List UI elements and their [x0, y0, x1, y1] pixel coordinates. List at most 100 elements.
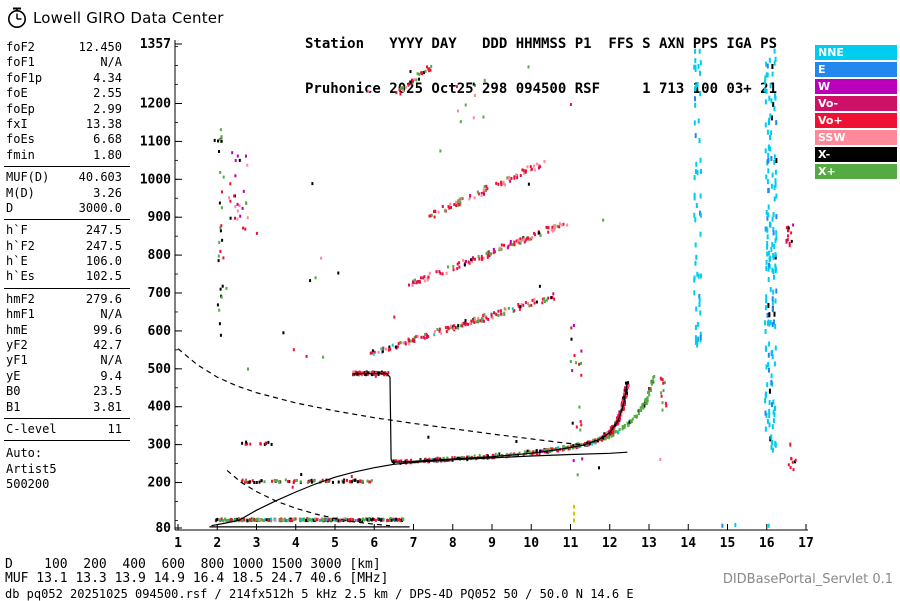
servlet-version: DIDBasePortal_Servlet 0.1 — [722, 572, 893, 587]
svg-text:5: 5 — [331, 536, 339, 551]
parameter-value: 3.26 — [93, 185, 122, 200]
legend-item-vo: Vo- — [815, 96, 897, 111]
parameter-value: N/A — [100, 353, 122, 368]
clock-icon — [8, 7, 26, 28]
parameter-value: 2.99 — [93, 101, 122, 116]
legend-item-x: X+ — [815, 164, 897, 179]
parameter-row-b0: B0 23.5 — [4, 384, 124, 399]
svg-text:900: 900 — [148, 210, 172, 225]
svg-text:600: 600 — [148, 324, 172, 339]
svg-text:9: 9 — [488, 536, 496, 551]
parameter-value: 4.34 — [93, 70, 122, 85]
parameter-value: 2.55 — [93, 86, 122, 101]
echo-group-cluster-upper-left — [228, 151, 249, 231]
echo-group-oblique-stripe-550 — [369, 292, 556, 356]
parameter-row-fmin: fmin 1.80 — [4, 148, 124, 163]
svg-text:17: 17 — [798, 536, 814, 551]
parameter-value: 40.603 — [78, 170, 122, 185]
station-header-values: Pruhonice 2025 Oct25 298 094500 RSF 1 71… — [305, 81, 778, 97]
group-separator — [4, 287, 130, 289]
parameter-value: 11 — [107, 421, 122, 436]
e-transmission-curve — [226, 469, 391, 527]
y-tick-labels: 80 200 300 400 500 600 700 800 900 1000 1100 1200 13… — [140, 38, 182, 536]
legend-item-vo: Vo+ — [815, 113, 897, 128]
svg-text:3: 3 — [253, 536, 261, 551]
svg-text:700: 700 — [148, 286, 172, 301]
echo-group-rfi-band-14-2mhz — [693, 48, 702, 348]
parameter-value: N/A — [100, 307, 122, 322]
auto-info-line: 500200 — [6, 477, 50, 492]
parameter-label: foEp — [6, 101, 35, 116]
parameter-row-d: D 3000.0 — [4, 201, 124, 216]
svg-text:800: 800 — [148, 248, 172, 263]
parameter-row-foes: foEs 6.68 — [4, 132, 124, 147]
parameter-row-yf1: yF1 N/A — [4, 353, 124, 368]
parameter-row-clevel: C-level 11 — [4, 422, 124, 437]
parameter-value: 102.5 — [85, 269, 122, 284]
parameter-value: 6.68 — [93, 132, 122, 147]
giro-logo: Lowell GIRO Data Center — [6, 5, 224, 30]
svg-text:200: 200 — [148, 476, 172, 491]
svg-text:1200: 1200 — [140, 97, 171, 112]
echo-group-sparse-noise — [213, 65, 662, 489]
group-separator — [4, 219, 130, 221]
echo-group-specks-top-8-5mhz — [455, 78, 486, 124]
parameter-value: 279.6 — [85, 291, 122, 306]
svg-text:10: 10 — [523, 536, 539, 551]
svg-text:80: 80 — [155, 521, 171, 536]
parameter-row-he: h`E 106.0 — [4, 254, 124, 269]
echo-group-es-second-hop — [240, 478, 373, 484]
svg-text:4: 4 — [292, 536, 300, 551]
parameter-row-hmf1: hmF1 N/A — [4, 307, 124, 322]
legend-item-e: E — [815, 62, 897, 77]
logo-text: Lowell GIRO Data Center — [33, 8, 224, 27]
echo-group-cluster-16-6mhz-low — [787, 456, 797, 472]
parameter-label: MUF(D) — [6, 170, 50, 185]
group-separator — [4, 440, 130, 442]
parameter-row-fof2: foF2 12.450 — [4, 40, 124, 55]
auto-info-line: Auto: — [6, 446, 43, 461]
legend-item-nne: NNE — [815, 45, 897, 60]
svg-text:14: 14 — [680, 536, 696, 551]
parameter-value: 9.4 — [100, 368, 122, 383]
muf-transmission-curve — [177, 348, 585, 446]
parameter-label: foF1 — [6, 55, 35, 70]
parameter-label: hmF1 — [6, 307, 35, 322]
svg-text:11: 11 — [563, 536, 579, 551]
parameter-row-hme: hmE 99.6 — [4, 323, 124, 338]
svg-text:13: 13 — [641, 536, 657, 551]
svg-text:2: 2 — [213, 536, 221, 551]
legend-item-w: W — [815, 79, 897, 94]
parameter-label: B0 — [6, 384, 21, 399]
echo-group-f2-ordinary-trace — [392, 381, 630, 465]
distance-muf-table: D 100 200 400 600 800 1000 1500 3000 [km… — [5, 557, 389, 586]
parameter-label: M(D) — [6, 185, 35, 200]
echo-group-oblique-stripe-top — [395, 64, 433, 96]
parameter-value: 99.6 — [93, 322, 122, 337]
echo-group-oblique-stripe-900 — [428, 160, 546, 219]
parameter-value: 247.5 — [85, 238, 122, 253]
echo-group-oblique-stripe-720 — [408, 222, 569, 287]
parameter-label: h`Es — [6, 269, 35, 284]
parameter-label: B1 — [6, 399, 21, 414]
parameter-value: 247.5 — [85, 223, 122, 238]
parameter-label: yF1 — [6, 353, 28, 368]
echo-group-cluster-16-5mhz-high — [785, 223, 795, 248]
parameter-panel: foF2 12.450 foF1 N/A foF1p 4.34 foE 2.55 foEp 2.9… — [4, 40, 132, 493]
parameter-value: 12.450 — [78, 40, 122, 54]
parameter-value: 1.80 — [93, 147, 122, 162]
isolated-echo-marks — [573, 442, 792, 528]
parameter-row-md: M(D) 3.26 — [4, 186, 124, 201]
parameter-label: yF2 — [6, 338, 28, 353]
true-height-profile — [211, 451, 628, 527]
parameter-row-fxi: fxI 13.38 — [4, 117, 124, 132]
echo-group-es-trace — [214, 517, 405, 523]
parameter-row-fof1: foF1 N/A — [4, 55, 124, 70]
svg-text:12: 12 — [602, 536, 618, 551]
parameter-label: h`F2 — [6, 238, 35, 253]
legend-item-x: X- — [815, 147, 897, 162]
parameter-value: 23.5 — [93, 384, 122, 399]
scaled-trace — [352, 373, 628, 464]
svg-text:400: 400 — [148, 400, 172, 415]
